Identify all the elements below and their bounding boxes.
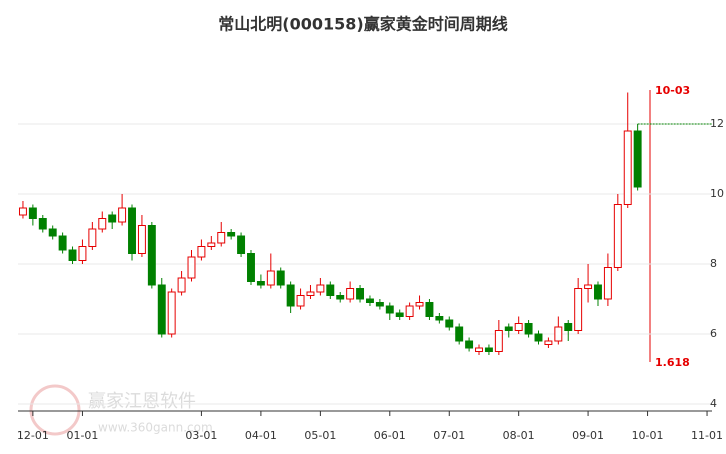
candle-body — [98, 218, 107, 230]
candle-body — [385, 305, 394, 314]
x-tick-label: 04-01 — [245, 429, 277, 442]
y-tick-label: 10 — [710, 187, 724, 200]
candle-body — [365, 298, 374, 303]
candle-body — [237, 235, 246, 254]
candle-body — [217, 232, 226, 244]
watermark-text: 赢家江恩软件 — [88, 390, 196, 412]
candle-body — [326, 284, 335, 296]
watermark-url: www.360gann.com — [98, 421, 213, 435]
candle-body — [157, 284, 166, 335]
x-tick-label: 10-01 — [632, 429, 664, 442]
x-tick-label: 03-01 — [185, 429, 217, 442]
candle-body — [137, 225, 146, 254]
candle-body — [633, 130, 642, 188]
x-tick-label: 09-01 — [572, 429, 604, 442]
candle-body — [395, 312, 404, 317]
candle-body — [375, 302, 384, 307]
candle-body — [207, 242, 216, 247]
x-tick-label: 08-01 — [503, 429, 535, 442]
candle-body — [445, 319, 454, 328]
candle-body — [455, 326, 464, 342]
candle-body — [554, 326, 563, 342]
candle-body — [58, 235, 67, 251]
candle-body — [465, 340, 474, 349]
y-tick-label: 8 — [710, 257, 717, 270]
candle-body — [286, 284, 295, 307]
x-tick-label: 01-01 — [66, 429, 98, 442]
candle-body — [514, 323, 523, 331]
candle-body — [296, 295, 305, 307]
candle-body — [266, 270, 275, 286]
candle-body — [484, 347, 493, 352]
candle-body — [564, 323, 573, 331]
candle-body — [256, 281, 265, 286]
candle-body — [494, 330, 503, 352]
candle-body — [425, 302, 434, 317]
candle-body — [475, 347, 483, 352]
candle-body — [247, 253, 255, 282]
candle-body — [167, 291, 176, 335]
candle-body — [197, 246, 206, 258]
candle-body — [336, 295, 345, 300]
candle-body — [28, 207, 37, 219]
candle-body — [276, 270, 285, 286]
candle-body — [68, 249, 77, 261]
candle-body — [108, 214, 117, 223]
watermark: 赢家江恩软件 www.360gann.com — [29, 384, 213, 436]
candle-body — [356, 288, 365, 300]
chart-title: 常山北明(000158)赢家黄金时间周期线 — [218, 15, 507, 34]
x-tick-label: 05-01 — [304, 429, 336, 442]
candle-body — [623, 130, 632, 205]
candle-body — [128, 207, 136, 254]
x-tick-label: 07-01 — [433, 429, 465, 442]
candle-body — [603, 267, 612, 300]
candle-body — [38, 218, 47, 230]
candle-body — [316, 284, 325, 293]
candle-body — [594, 284, 602, 300]
y-tick-label: 4 — [710, 397, 717, 410]
candle-body — [48, 228, 57, 237]
candle-body — [405, 305, 414, 317]
candle-body — [346, 288, 355, 300]
candle-body — [544, 340, 553, 345]
y-tick-label: 6 — [710, 327, 717, 340]
candle-body — [613, 204, 622, 268]
candle-body — [118, 207, 127, 223]
candle-body — [147, 225, 156, 286]
candle-body — [88, 228, 97, 247]
candle-body — [306, 291, 315, 296]
candle-body — [78, 246, 87, 261]
cycle-label: 10-03 — [655, 84, 690, 97]
candle-body — [227, 232, 236, 237]
candle-body — [524, 323, 533, 335]
candle-body — [534, 333, 543, 342]
candle-body — [187, 256, 196, 279]
x-tick-label: 11-01 — [691, 429, 723, 442]
candle-body — [415, 302, 424, 307]
x-tick-label: 12-01 — [17, 429, 49, 442]
watermark-logo — [29, 384, 81, 436]
y-tick-label: 12 — [710, 117, 724, 130]
candle-body — [435, 316, 444, 321]
candle-body — [574, 288, 583, 331]
candle-body — [177, 277, 186, 293]
candle-body — [18, 207, 27, 216]
candle-body — [504, 326, 513, 331]
x-tick-label: 06-01 — [374, 429, 406, 442]
ratio-label: 1.618 — [655, 356, 690, 369]
candle-body — [584, 284, 593, 289]
